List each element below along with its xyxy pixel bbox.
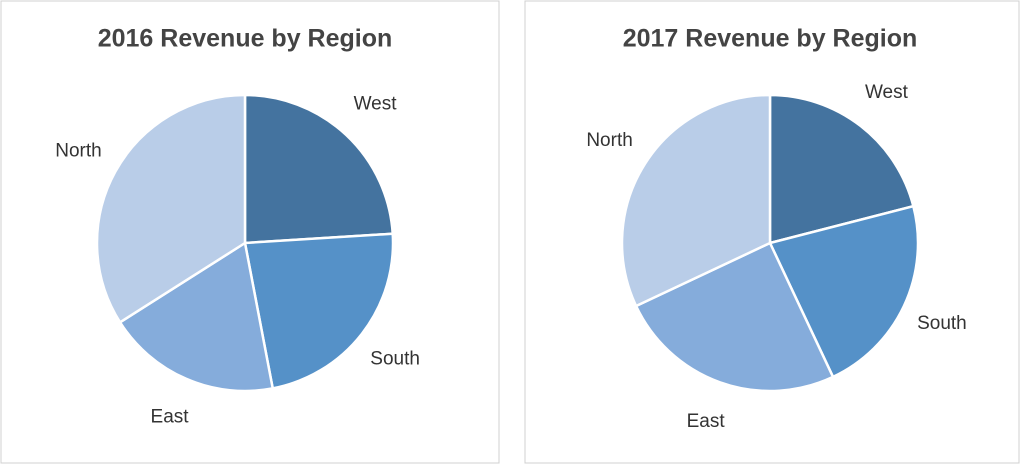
pie-slice: [620, 93, 772, 308]
pie-slice: [243, 232, 395, 390]
slice-label: West: [865, 82, 909, 103]
slice-label: South: [917, 313, 967, 334]
pie-slice: [95, 93, 247, 325]
pie-slice: [118, 240, 275, 393]
slice-label: North: [586, 130, 632, 151]
pie-slice: [768, 204, 920, 379]
slice-label: East: [151, 406, 190, 427]
slice-label: West: [354, 94, 398, 115]
slice-label: South: [370, 348, 420, 369]
pie-slice: [634, 241, 835, 393]
chart-title: 2016 Revenue by Region: [98, 25, 393, 53]
slice-label: North: [55, 140, 101, 161]
slice-label: East: [687, 411, 726, 432]
chart-title: 2017 Revenue by Region: [623, 25, 918, 53]
pie-slice: [768, 93, 915, 245]
pie-slice: [243, 93, 395, 245]
